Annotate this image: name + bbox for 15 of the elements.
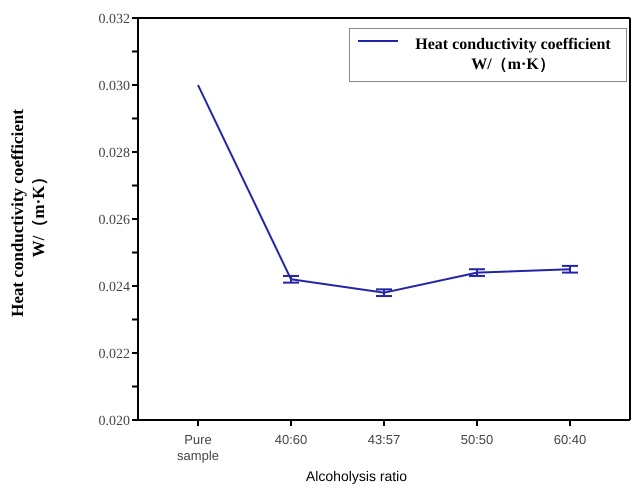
- y-tick-label: 0.026: [98, 212, 130, 228]
- x-tick-label: 40:60: [274, 432, 308, 447]
- legend-label: Heat conductivity coefficient W/（m·K）: [414, 35, 612, 75]
- y-axis-title: Heat conductivity coefficient W/（m·K）: [7, 108, 49, 319]
- x-tick-label: 60:40: [554, 432, 586, 447]
- x-tick-label: Pure sample: [177, 432, 219, 463]
- y-tick-label: 0.032: [98, 12, 130, 27]
- y-tick-label: 0.020: [98, 414, 130, 429]
- y-tick-label: 0.030: [98, 78, 130, 94]
- y-tick-label: 0.022: [98, 346, 130, 362]
- y-tick-label: 0.024: [98, 280, 130, 295]
- y-tick-label: 0.028: [98, 146, 130, 161]
- x-axis-title: Alcoholysis ratio: [304, 468, 408, 484]
- x-tick-label: 50:50: [460, 432, 494, 447]
- x-tick-label: 43:57: [368, 432, 400, 447]
